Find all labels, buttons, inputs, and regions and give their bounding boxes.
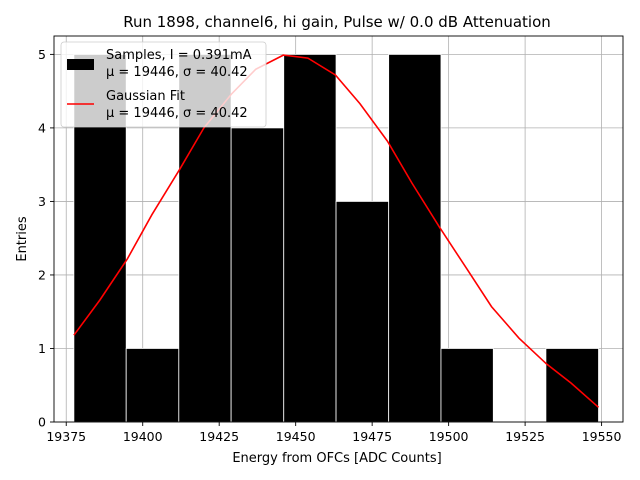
x-tick-label: 19500 [429, 429, 469, 444]
y-tick-label: 1 [38, 341, 46, 356]
x-tick-label: 19525 [505, 429, 545, 444]
histogram-bar [230, 127, 285, 423]
x-tick-label: 19375 [46, 429, 86, 444]
x-tick-label: 19550 [582, 429, 622, 444]
x-tick-label: 19450 [276, 429, 316, 444]
histogram-bar [440, 348, 494, 423]
histogram-bar [545, 348, 599, 423]
legend: Samples, I = 0.391mA μ = 19446, σ = 40.4… [60, 41, 267, 128]
y-tick-label: 3 [38, 194, 46, 209]
gaussian-fit-line [73, 54, 600, 408]
legend-samples-label: Samples, I = 0.391mA [106, 48, 252, 63]
chart-title: Run 1898, channel6, hi gain, Pulse w/ 0.… [123, 13, 551, 31]
y-tick-label: 0 [38, 415, 46, 430]
x-tick-label: 19475 [352, 429, 392, 444]
plot-frame [53, 35, 624, 423]
y-axis-ticks: 0 1 2 3 4 5 [38, 47, 54, 430]
histogram-bar [125, 348, 180, 423]
legend-samples-stats: μ = 19446, σ = 40.42 [106, 65, 248, 80]
legend-fit-label: Gaussian Fit [106, 89, 185, 104]
y-axis-label: Entries [15, 216, 30, 262]
legend-samples-swatch [67, 59, 94, 70]
legend-fit-stats: μ = 19446, σ = 40.42 [106, 106, 248, 121]
histogram-bar [335, 201, 390, 423]
y-tick-label: 5 [38, 47, 46, 62]
y-tick-label: 4 [38, 120, 46, 135]
x-tick-label: 19425 [199, 429, 239, 444]
legend-box [60, 41, 267, 128]
x-axis-label: Energy from OFCs [ADC Counts] [232, 451, 441, 466]
histogram-bar [283, 53, 337, 423]
histogram-bar [388, 53, 442, 423]
x-axis-ticks: 19375 19400 19425 19450 19475 19500 19525 19550 [46, 422, 622, 444]
x-tick-label: 19400 [123, 429, 163, 444]
y-tick-label: 2 [38, 267, 46, 282]
